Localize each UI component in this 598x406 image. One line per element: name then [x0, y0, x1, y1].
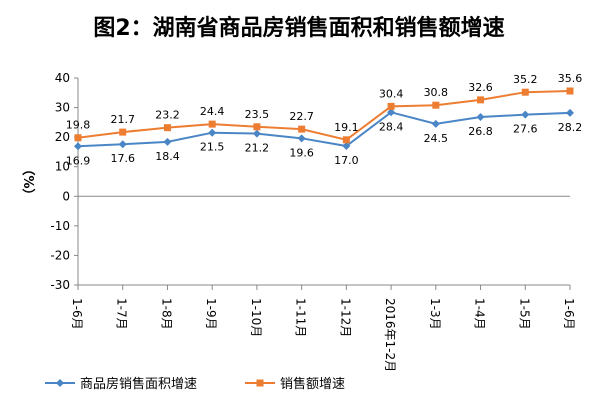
series-2-point: [163, 124, 171, 132]
series-2-point: [298, 125, 306, 133]
series-1-point: [297, 134, 306, 143]
legend-marker-2: [256, 379, 264, 387]
series-1-data-label: 19.6: [289, 146, 314, 159]
series-1-point: [118, 140, 127, 149]
y-axis-label: （%）: [20, 162, 36, 201]
series-2-data-label: 32.6: [468, 81, 493, 94]
series-line-2: [77, 90, 571, 141]
series-1-data-label: 18.4: [155, 150, 180, 163]
series-1-point: [342, 142, 351, 151]
x-tick-label: 1-6月: [562, 298, 576, 330]
series-1-point: [252, 129, 261, 138]
series-2-point: [74, 134, 82, 142]
series-1-point: [387, 108, 396, 117]
series-2-point: [521, 88, 529, 96]
y-tick-label: -30: [50, 278, 70, 292]
x-tick-label: 1-5月: [517, 298, 531, 330]
series-2-data-label: 19.1: [334, 121, 359, 134]
x-tick-label: 1-12月: [338, 298, 352, 337]
x-tick-label: 1-11月: [294, 298, 308, 337]
legend: 商品房销售面积增速 销售额增速: [45, 376, 345, 392]
series-1-point: [74, 142, 82, 151]
series-1-data-label: 17.6: [110, 152, 135, 165]
series-2-data-label: 35.2: [513, 73, 538, 86]
data-labels: 16.9 17.6 18.4 21.5 21.2 19.6 17.0 28.4 24.5 26.8…: [66, 72, 583, 167]
series-2-point: [432, 101, 440, 109]
x-tick-label: 1-7月: [115, 298, 129, 330]
series-2-data-label: 24.4: [200, 105, 225, 118]
series-1-data-label: 24.5: [424, 132, 449, 145]
series-1-data-label: 28.2: [558, 121, 583, 134]
series-1-point: [521, 110, 530, 119]
y-tick-label: 0: [62, 189, 70, 203]
series-2-data-label: 19.8: [66, 119, 91, 132]
y-tick-label: 20: [55, 130, 70, 144]
series-1-point: [431, 119, 440, 128]
series-1-data-label: 26.8: [468, 125, 493, 138]
series-2-data-label: 22.7: [289, 110, 314, 123]
axes: [77, 78, 570, 286]
series-2-point: [566, 87, 574, 95]
y-axis-ticks: 40 30 20 10 0 -10 -20 -30: [50, 71, 78, 292]
series-2-point: [253, 123, 261, 131]
series-1-data-label: 28.4: [379, 120, 404, 133]
x-tick-label: 1-6月: [70, 298, 84, 330]
legend-marker-1: [56, 379, 64, 387]
x-tick-label: 1-3月: [428, 298, 442, 330]
x-tick-label: 1-4月: [473, 298, 487, 330]
series-1-data-label: 21.2: [245, 142, 270, 155]
series-lines: [77, 90, 571, 148]
x-tick-label: 1-10月: [249, 298, 263, 337]
series-2-point: [342, 136, 350, 144]
series-2-data-label: 21.7: [110, 113, 135, 126]
legend-label-1: 商品房销售面积增速: [80, 376, 197, 392]
series-2-data-label: 30.4: [379, 87, 404, 100]
y-tick-label: 10: [55, 160, 70, 174]
series-2-data-label: 23.2: [155, 109, 180, 122]
x-tick-label: 2016年1-2月: [383, 298, 397, 372]
series-1-data-label: 17.0: [334, 154, 359, 167]
x-tick-label: 1-8月: [159, 298, 173, 330]
series-1-point: [476, 113, 485, 122]
series-line-1: [77, 111, 571, 148]
series-2-point: [119, 128, 127, 136]
series-2-data-label: 30.8: [424, 86, 449, 99]
y-tick-label: 30: [55, 101, 70, 115]
y-tick-label: -10: [50, 219, 70, 233]
x-tick-label: 1-9月: [204, 298, 218, 330]
series-1-point: [163, 137, 172, 146]
series-2-point: [477, 96, 485, 104]
series-1-point: [208, 128, 217, 137]
series-markers: [74, 87, 574, 151]
series-2-data-label: 23.5: [245, 108, 270, 121]
series-1-data-label: 16.9: [66, 154, 91, 167]
y-tick-label: 40: [55, 71, 70, 85]
series-1-data-label: 27.6: [513, 123, 538, 136]
series-2-point: [208, 120, 216, 128]
chart-title: 图2：湖南省商品房销售面积和销售额增速: [93, 16, 505, 41]
series-1-point: [566, 108, 574, 117]
legend-label-2: 销售额增速: [280, 376, 345, 392]
y-tick-label: -20: [50, 248, 70, 262]
x-axis-ticks: 1-6月 1-7月 1-8月 1-9月 1-10月 1-11月 1-12月 2016年1-2月…: [70, 285, 576, 372]
series-2-point: [387, 102, 395, 110]
series-2-data-label: 35.6: [558, 72, 583, 85]
series-1-data-label: 21.5: [200, 141, 225, 154]
